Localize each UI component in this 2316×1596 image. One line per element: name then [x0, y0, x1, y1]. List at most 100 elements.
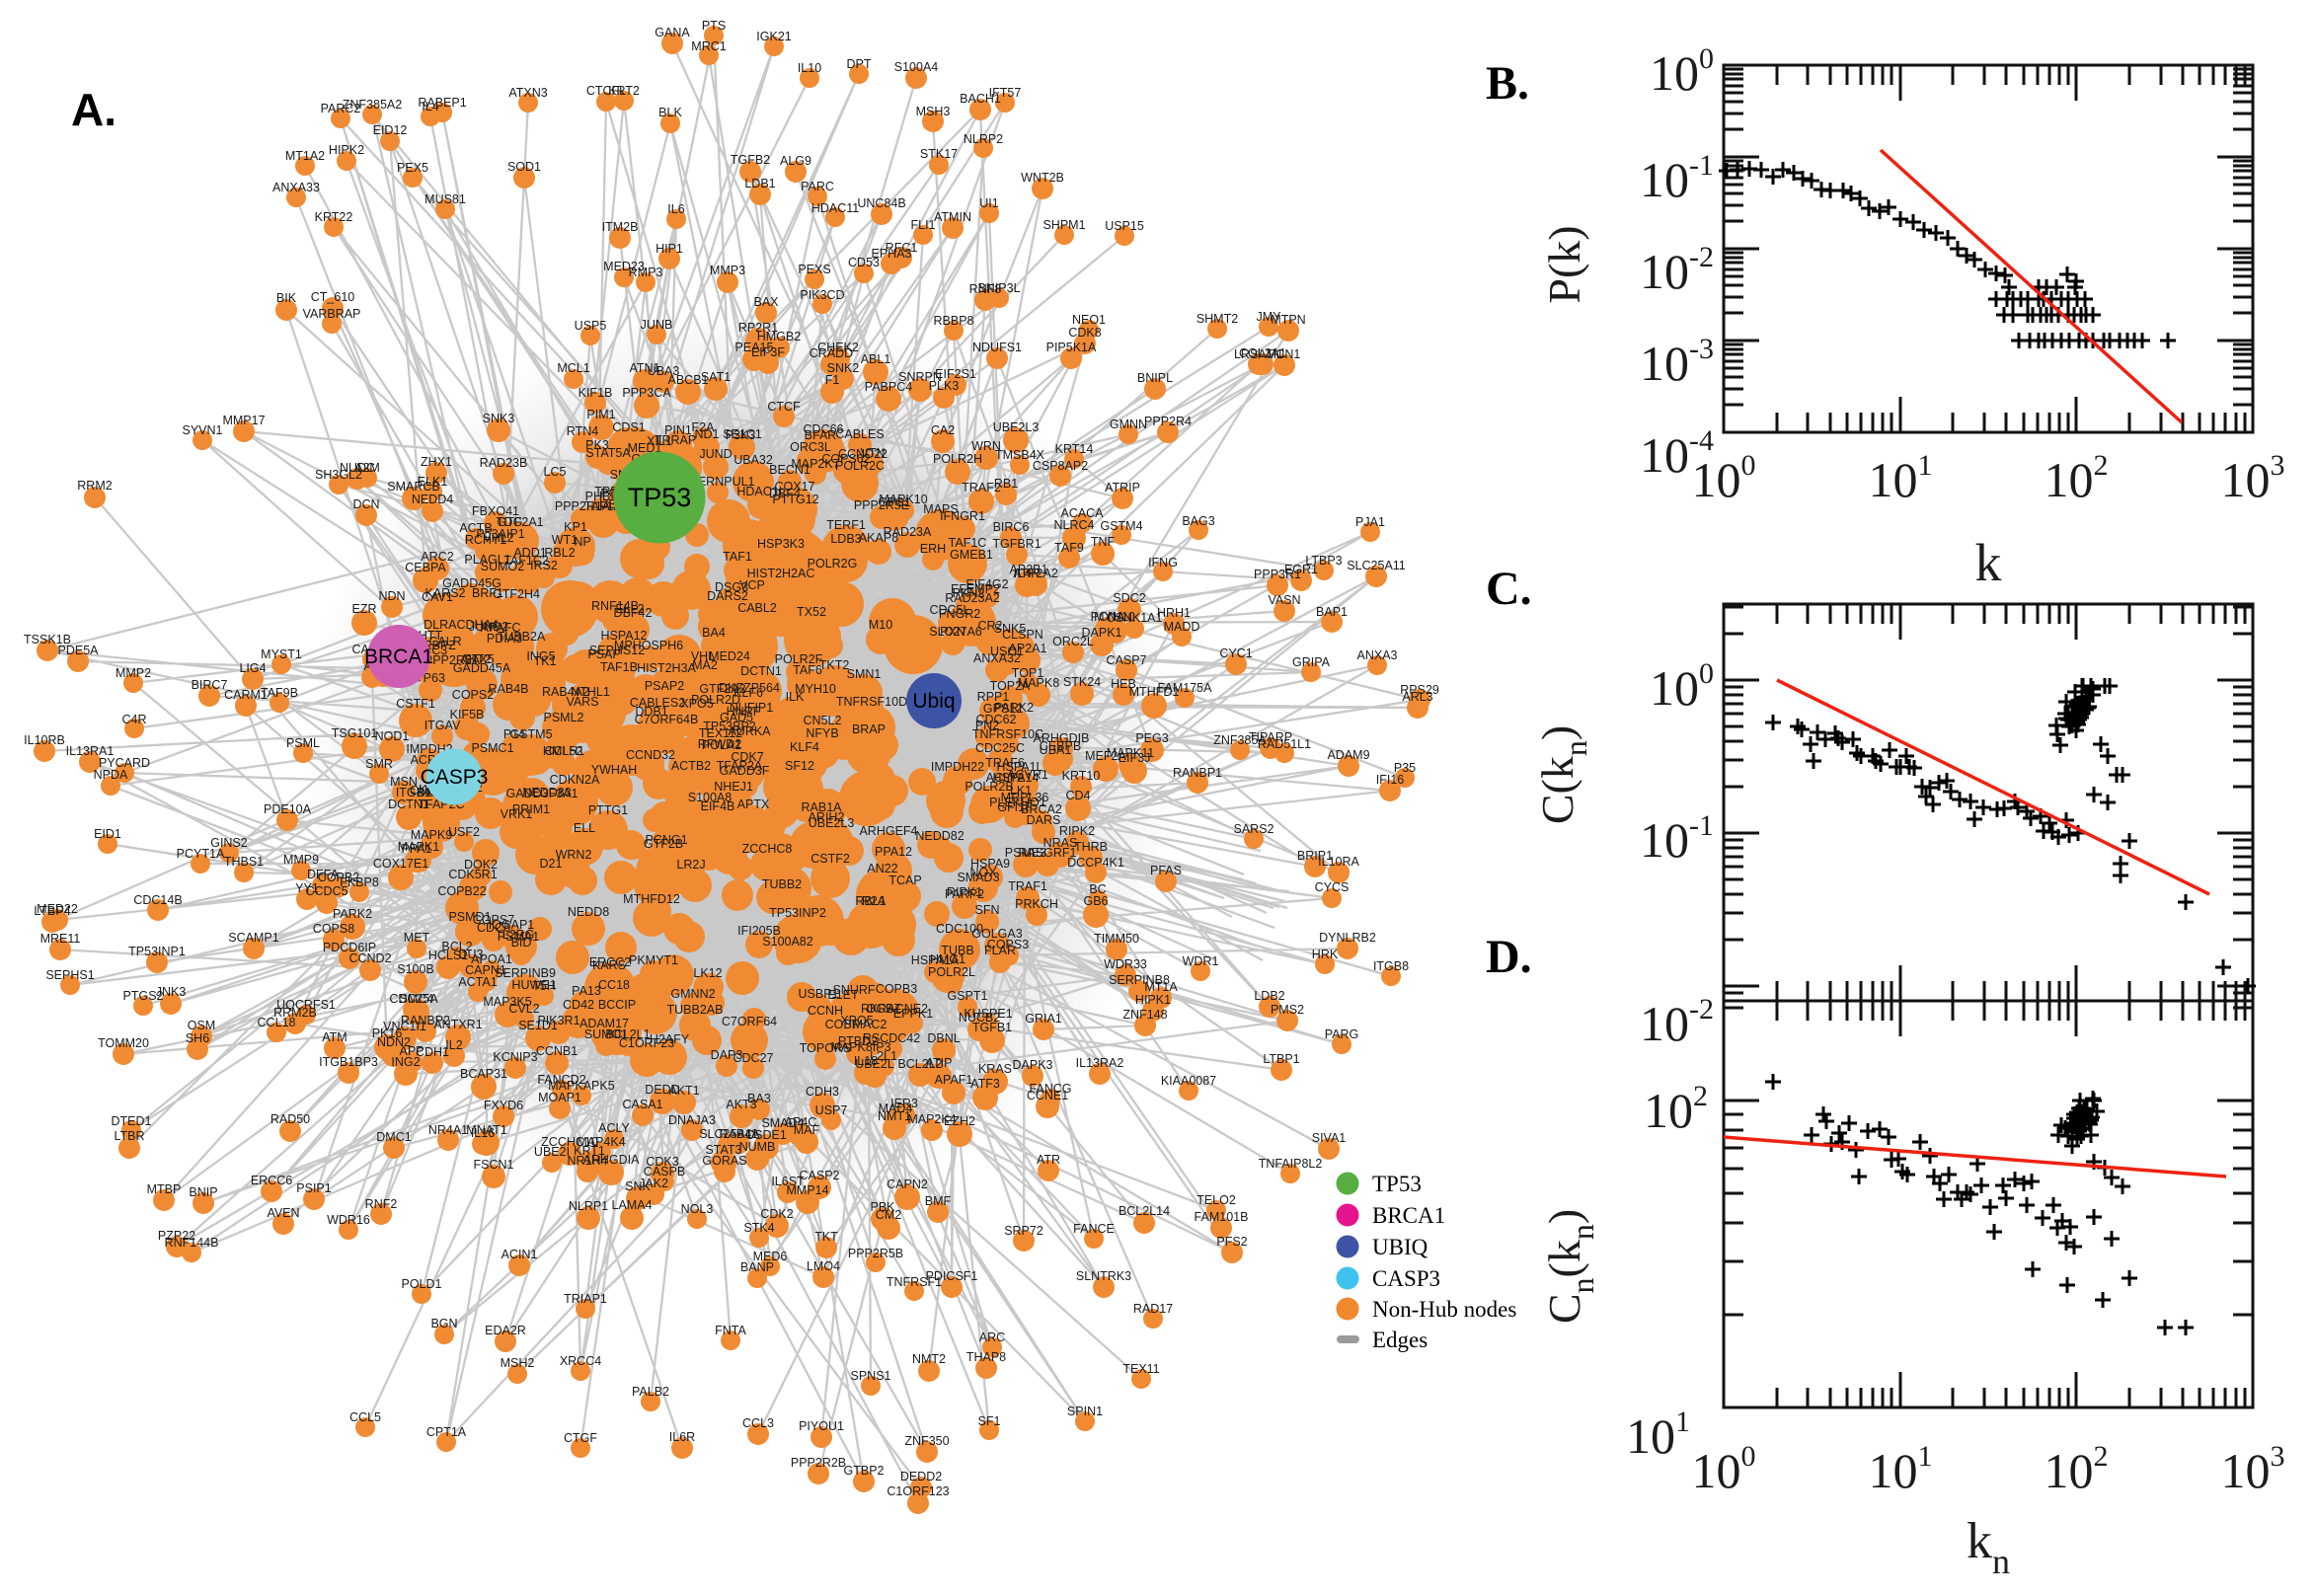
- svg-text:TFAP2A: TFAP2A: [717, 759, 763, 773]
- svg-text:IL6ST: IL6ST: [771, 1175, 805, 1188]
- svg-text:BCL2: BCL2: [441, 940, 472, 953]
- svg-text:MTBP: MTBP: [147, 1182, 182, 1196]
- svg-text:POLR2L: POLR2L: [928, 965, 975, 979]
- svg-text:SHMT2: SHMT2: [1197, 312, 1238, 326]
- svg-text:GMEB1: GMEB1: [950, 548, 993, 562]
- svg-text:PSAP: PSAP: [587, 647, 620, 661]
- svg-text:HMGB2: HMGB2: [757, 330, 802, 343]
- svg-text:ORC2L: ORC2L: [1052, 635, 1094, 648]
- svg-text:PPP2R4: PPP2R4: [1144, 415, 1192, 428]
- svg-text:LIG4: LIG4: [239, 661, 266, 675]
- svg-text:SUMO2: SUMO2: [481, 560, 525, 573]
- svg-text:PA13: PA13: [572, 984, 601, 998]
- svg-text:CDK5R1: CDK5R1: [448, 868, 497, 881]
- svg-text:BA3: BA3: [747, 1092, 771, 1105]
- svg-text:ARHGDIB: ARHGDIB: [1034, 731, 1090, 745]
- svg-text:COPB22: COPB22: [437, 884, 486, 898]
- svg-text:SMC4: SMC4: [400, 992, 434, 1006]
- svg-text:GRIPA: GRIPA: [1292, 655, 1331, 669]
- svg-text:NEDD8: NEDD8: [568, 905, 609, 919]
- svg-text:ANXA3: ANXA3: [1357, 648, 1398, 662]
- svg-text:ACTA1: ACTA1: [458, 975, 497, 989]
- svg-text:NR4A1: NR4A1: [428, 1123, 468, 1137]
- svg-text:CDC25C: CDC25C: [975, 741, 1025, 755]
- svg-text:HIST2H3A: HIST2H3A: [637, 661, 696, 675]
- svg-text:ATF3: ATF3: [970, 1077, 1000, 1091]
- svg-text:P35: P35: [1394, 761, 1416, 775]
- svg-text:PTTG1: PTTG1: [588, 803, 628, 817]
- svg-text:NRAS: NRAS: [1043, 836, 1078, 850]
- svg-text:FANCE: FANCE: [1073, 1222, 1115, 1236]
- svg-text:BGN: BGN: [430, 1317, 457, 1330]
- svg-text:PZP22: PZP22: [158, 1229, 195, 1243]
- svg-text:BIK: BIK: [276, 291, 297, 305]
- svg-text:PARC2: PARC2: [321, 102, 361, 115]
- svg-text:ELL: ELL: [574, 821, 595, 835]
- svg-text:TX52: TX52: [797, 605, 826, 619]
- svg-text:COPB2: COPB2: [318, 871, 359, 884]
- svg-text:MEF2A: MEF2A: [1085, 749, 1126, 763]
- svg-text:WRN: WRN: [971, 439, 1001, 453]
- svg-text:NLRP1: NLRP1: [569, 1199, 608, 1213]
- svg-text:HCLS1: HCLS1: [428, 949, 468, 962]
- svg-text:RAD23A2: RAD23A2: [945, 591, 1000, 605]
- svg-text:CDC100: CDC100: [936, 922, 983, 936]
- svg-text:BACH1: BACH1: [960, 92, 1001, 106]
- svg-text:MAPK8IP3: MAPK8IP3: [830, 1040, 890, 1054]
- svg-text:SH3GL2: SH3GL2: [315, 468, 362, 482]
- svg-text:PKMYT1: PKMYT1: [629, 953, 678, 967]
- svg-text:GRIA1: GRIA1: [1025, 1012, 1062, 1026]
- svg-text:CD4: CD4: [1065, 789, 1090, 802]
- svg-text:MED6: MED6: [753, 1250, 788, 1263]
- svg-text:TMSB4X: TMSB4X: [995, 448, 1045, 462]
- svg-text:TRAF1: TRAF1: [1008, 879, 1047, 893]
- svg-text:C7ORF64: C7ORF64: [722, 1015, 777, 1028]
- svg-text:HSPA12: HSPA12: [600, 629, 647, 643]
- svg-text:ZCCHC10: ZCCHC10: [541, 1135, 598, 1149]
- svg-text:RNF14B: RNF14B: [591, 599, 639, 613]
- svg-text:PIM1: PIM1: [586, 408, 615, 421]
- svg-text:TP53: TP53: [1372, 1172, 1422, 1196]
- svg-text:LAMA4: LAMA4: [612, 1198, 653, 1212]
- svg-text:USF2: USF2: [448, 825, 480, 839]
- svg-text:OSM: OSM: [188, 1019, 215, 1032]
- svg-text:POLA1: POLA1: [702, 738, 741, 752]
- svg-text:GADD3F3A1: GADD3F3A1: [506, 787, 579, 800]
- svg-text:ARC: ARC: [979, 1330, 1005, 1344]
- svg-text:AKT3: AKT3: [726, 1098, 756, 1111]
- svg-text:TNFRSF1: TNFRSF1: [887, 1275, 942, 1289]
- svg-text:IL2: IL2: [445, 1038, 462, 1052]
- svg-text:JUNB: JUNB: [641, 318, 673, 332]
- svg-text:HIST2H2AC: HIST2H2AC: [747, 567, 815, 580]
- svg-text:DARS2: DARS2: [707, 589, 748, 603]
- svg-text:SIVA1: SIVA1: [1312, 1131, 1347, 1145]
- svg-text:SLC25A11: SLC25A11: [699, 1127, 758, 1141]
- svg-text:RNF8: RNF8: [969, 282, 1002, 296]
- svg-text:CC18: CC18: [598, 978, 630, 992]
- svg-text:MMP14: MMP14: [786, 1183, 828, 1197]
- svg-text:C.: C.: [1486, 563, 1532, 615]
- svg-text:SARS2: SARS2: [1234, 822, 1274, 836]
- svg-text:MADD: MADD: [1164, 620, 1200, 634]
- svg-text:GADD45A: GADD45A: [453, 661, 511, 675]
- svg-text:ABL1: ABL1: [861, 352, 891, 366]
- svg-text:CASP7: CASP7: [1107, 653, 1147, 667]
- svg-text:WNT2B: WNT2B: [1021, 171, 1064, 185]
- svg-text:RPP1: RPP1: [977, 690, 1010, 704]
- svg-text:USP15: USP15: [1105, 219, 1144, 233]
- svg-text:CDC25A: CDC25A: [389, 992, 438, 1006]
- svg-text:IL16: IL16: [471, 1126, 495, 1140]
- svg-text:POLR2B: POLR2B: [965, 780, 1013, 794]
- svg-text:RCHY1: RCHY1: [465, 533, 506, 547]
- svg-text:HRH1: HRH1: [1157, 606, 1191, 620]
- svg-text:PTGS2: PTGS2: [123, 989, 164, 1003]
- svg-text:COPS2: COPS2: [452, 688, 494, 702]
- svg-text:MED1: MED1: [628, 441, 662, 455]
- svg-text:MED24: MED24: [709, 649, 750, 663]
- svg-text:RP2R1: RP2R1: [738, 321, 778, 335]
- svg-text:UBA1: UBA1: [1040, 743, 1072, 757]
- svg-text:MTHFD12: MTHFD12: [623, 892, 680, 906]
- svg-text:SE1D1: SE1D1: [518, 1019, 558, 1032]
- svg-text:C7ORF64B: C7ORF64B: [635, 713, 699, 726]
- svg-text:RSCDC42: RSCDC42: [863, 1031, 920, 1045]
